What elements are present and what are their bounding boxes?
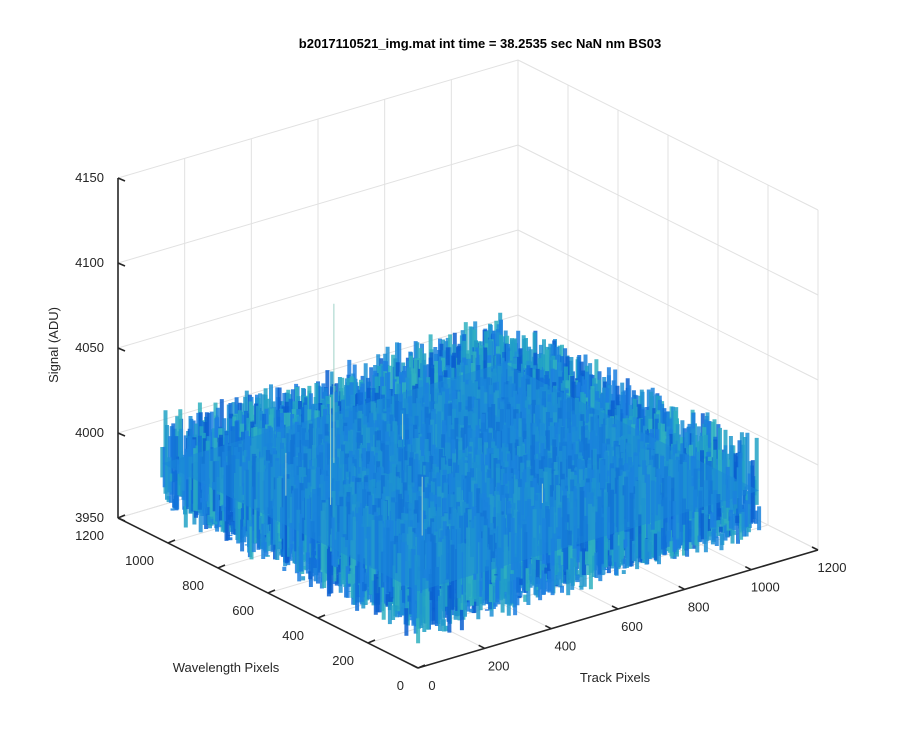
grid-line [117,59,519,179]
grid-line [517,314,819,466]
grid-line [517,229,819,381]
grid-line [517,144,819,296]
grid-line [117,144,519,264]
grid-line [117,229,519,349]
grid-line [517,59,819,211]
surface-layer [160,303,762,644]
